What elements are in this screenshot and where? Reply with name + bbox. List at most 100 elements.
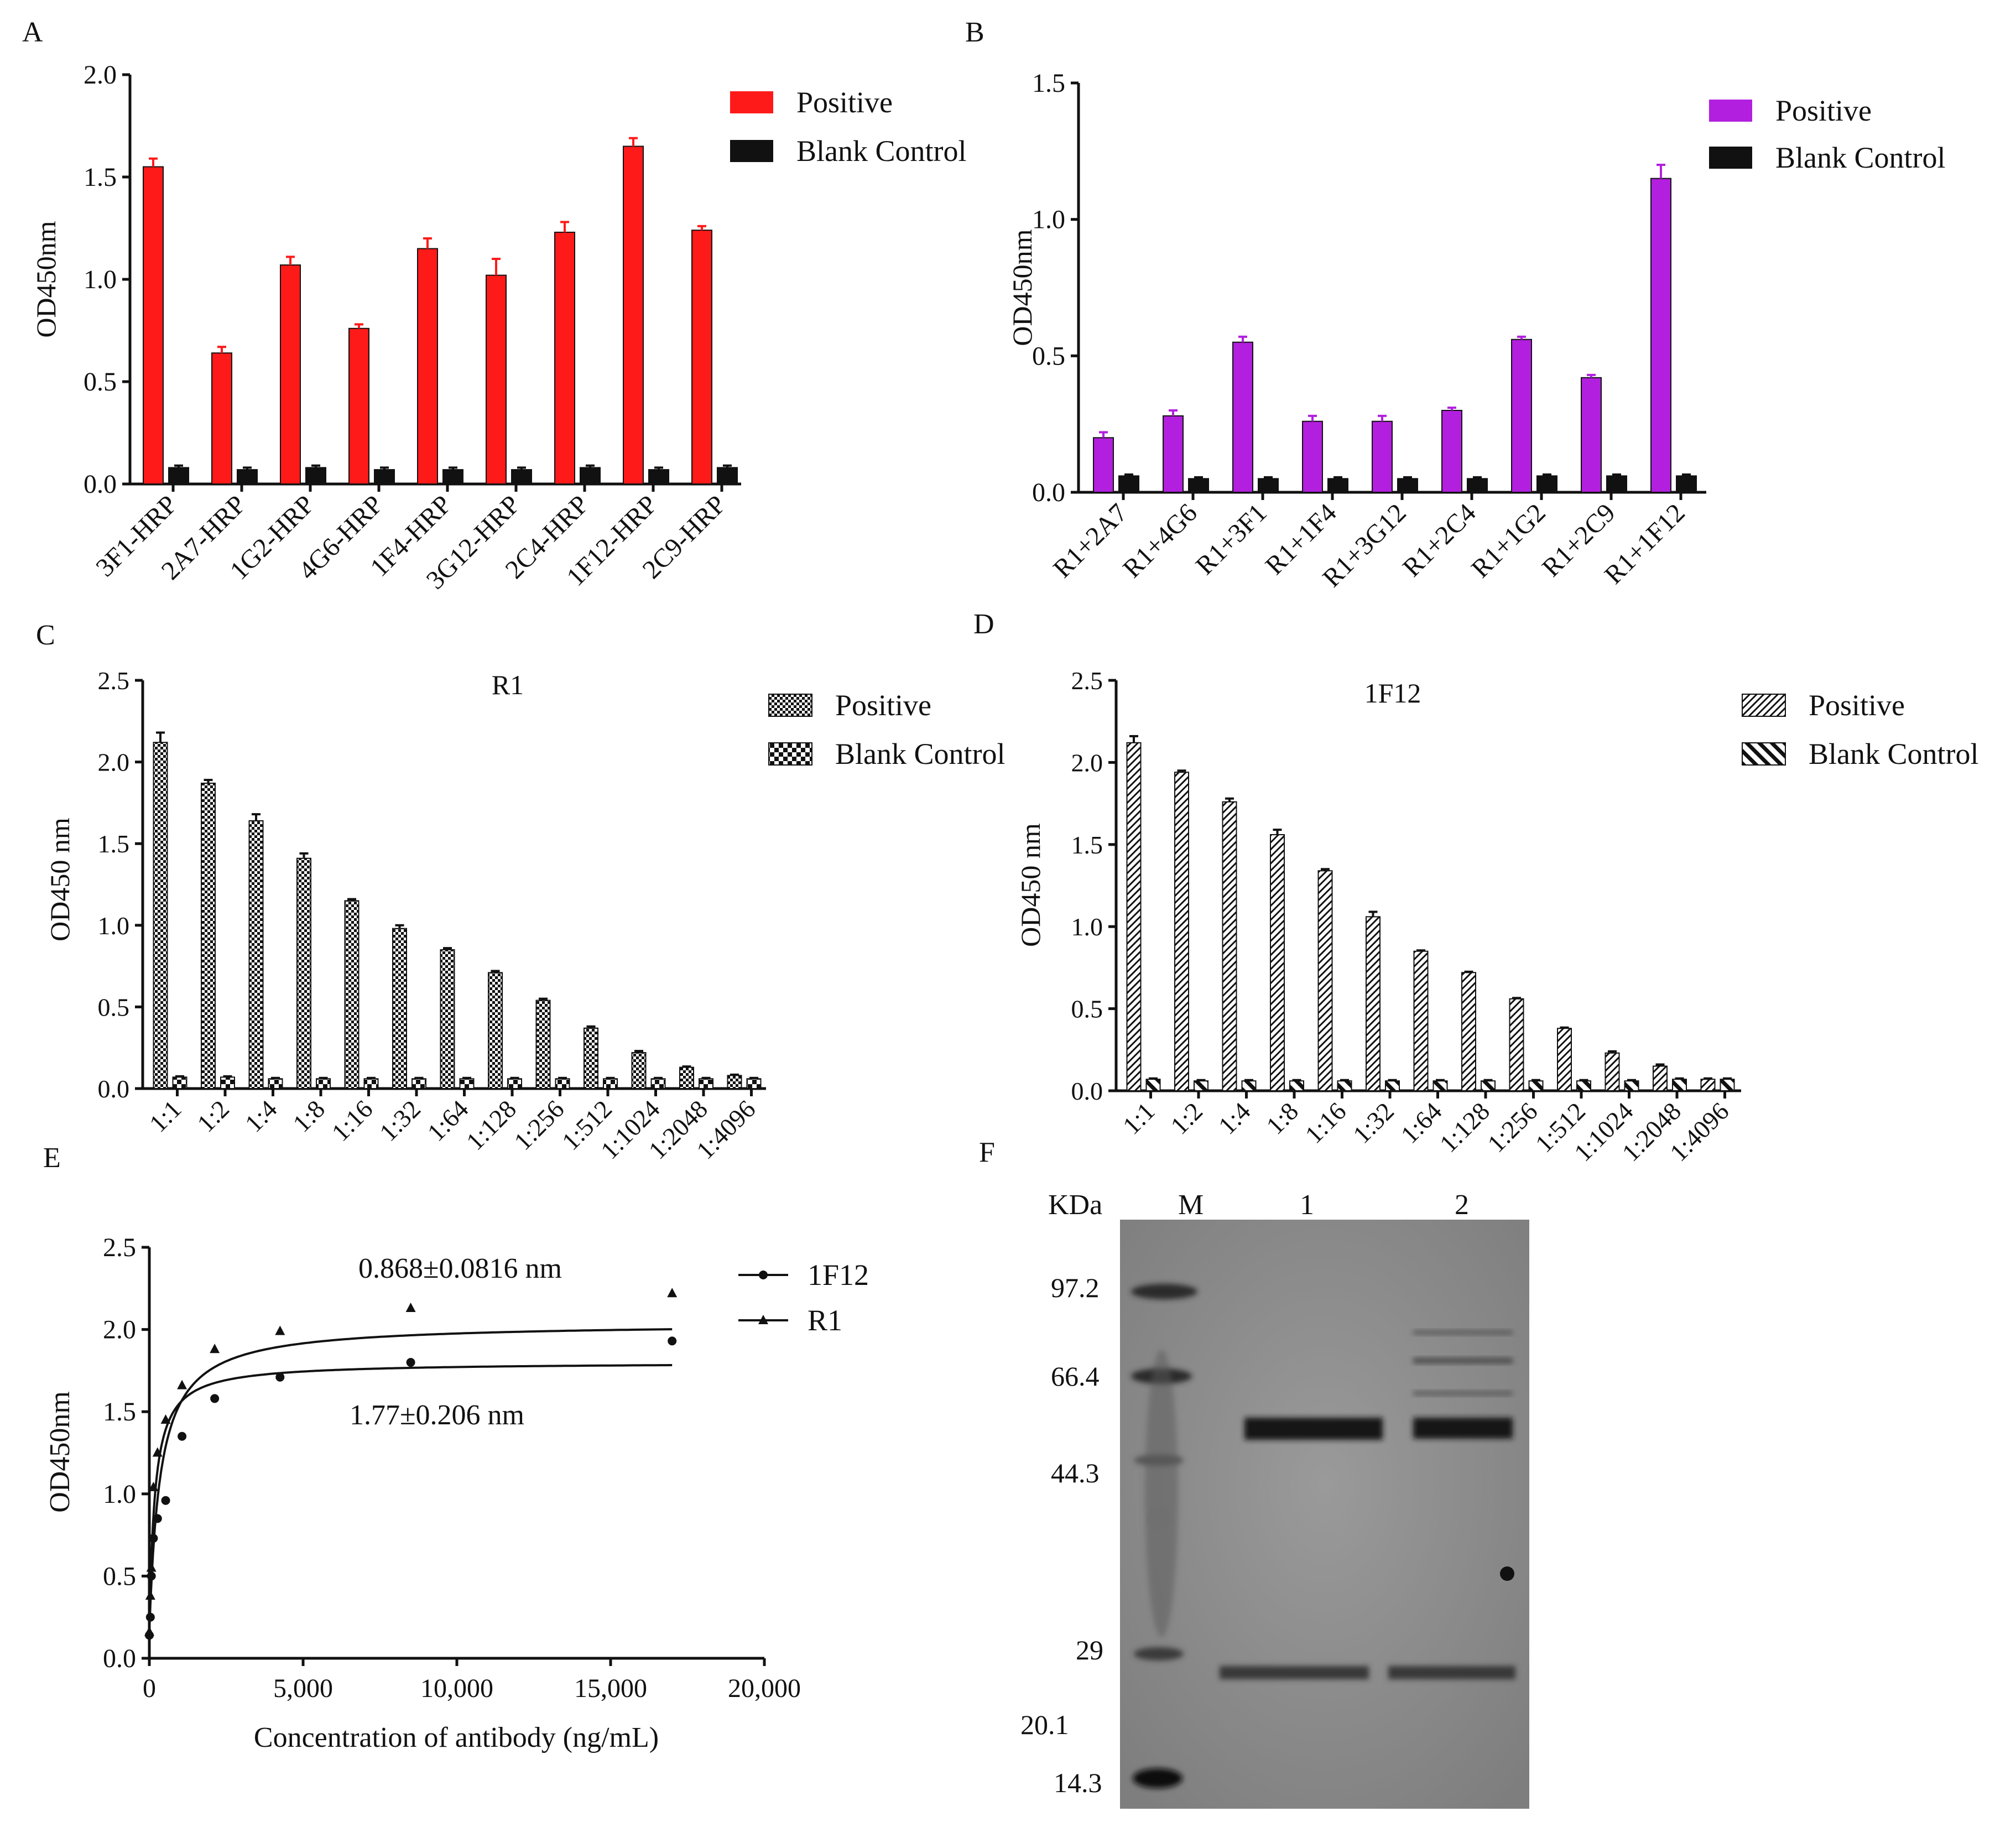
- y-tick-label: 0.0: [98, 1075, 130, 1103]
- x-tick-label: 20,000: [728, 1674, 801, 1703]
- data-point-r1: [160, 1414, 171, 1424]
- bar-positive: [1126, 742, 1142, 1092]
- legend-label: Positive: [1809, 689, 1905, 722]
- y-tick-label: 1.5: [1032, 69, 1065, 98]
- legend-swatch: [768, 694, 812, 717]
- bar-blank-control: [1397, 478, 1418, 493]
- bar-positive: [584, 1027, 598, 1089]
- fit-curve-r1: [148, 1328, 673, 1632]
- x-tick-label: 1:32: [374, 1095, 426, 1147]
- gel-marker-29: 29: [1076, 1634, 1103, 1665]
- bar-positive: [1605, 1052, 1620, 1091]
- legend-label: Positive: [835, 689, 931, 722]
- legend-swatch: [1742, 694, 1786, 717]
- gel-image: [1120, 1220, 1529, 1809]
- x-tick-label: 5,000: [273, 1674, 333, 1703]
- x-tick-label: 1:128: [1434, 1097, 1495, 1158]
- bar-blank-control: [1258, 478, 1279, 493]
- x-tick-label: 1:16: [1300, 1097, 1352, 1149]
- bar-positive: [1372, 420, 1393, 493]
- y-tick-label: 1.0: [98, 912, 130, 940]
- legend-marker: [759, 1271, 768, 1279]
- x-tick-label: 10,000: [420, 1674, 493, 1703]
- y-tick-label: 1.0: [1071, 913, 1103, 941]
- panel-label-e: E: [43, 1142, 61, 1174]
- annotation-kd-1f12: 0.868±0.0816 nm: [358, 1253, 562, 1284]
- bar-positive: [1653, 1065, 1668, 1091]
- x-axis-label: Concentration of antibody (ng/mL): [254, 1722, 659, 1753]
- bar-blank-control: [746, 1078, 762, 1089]
- bar-blank-control: [650, 1078, 666, 1089]
- data-point-r1: [275, 1325, 285, 1335]
- bar-positive: [727, 1075, 742, 1090]
- data-point-1f12: [161, 1496, 170, 1505]
- bar-blank-control: [168, 467, 189, 485]
- bar-positive: [535, 1000, 551, 1090]
- panel-label-d: D: [973, 608, 994, 640]
- ladder-band: [1131, 1284, 1197, 1299]
- y-tick-label: 0.5: [84, 367, 117, 397]
- gel-spot: [1147, 1506, 1171, 1531]
- x-tick-label: 1:8: [1260, 1097, 1304, 1140]
- y-tick-label: 0.0: [1071, 1077, 1103, 1105]
- gel-panel-f: KDa M 1 2 97.2 66.4 44.3 29 20.1 14.3: [1020, 1189, 1529, 1809]
- data-point-r1: [667, 1288, 678, 1298]
- bar-positive: [1581, 377, 1602, 493]
- data-point-1f12: [210, 1394, 220, 1403]
- y-tick-label: 0.5: [103, 1561, 136, 1591]
- y-tick-label: 1.0: [103, 1480, 136, 1509]
- x-tick-label: 1:32: [1347, 1097, 1399, 1149]
- x-tick-label: 1:256: [508, 1095, 569, 1155]
- bar-blank-control: [268, 1078, 283, 1089]
- legend-label: Blank Control: [796, 134, 967, 168]
- x-tick-label: 1:1: [144, 1095, 187, 1138]
- bar-blank-control: [1624, 1080, 1639, 1092]
- chart-title: 1F12: [1364, 678, 1421, 709]
- legend-marker: [758, 1315, 768, 1324]
- x-tick-label: R1+2A7: [1048, 498, 1133, 584]
- y-tick-label: 0.0: [1032, 478, 1065, 507]
- legend-swatch: [730, 140, 773, 162]
- bar-blank-control: [1467, 478, 1488, 493]
- y-tick-label: 0.0: [84, 470, 117, 499]
- y-tick-label: 0.0: [103, 1644, 136, 1673]
- lane2-upper-band: [1413, 1330, 1513, 1335]
- y-tick-label: 0.5: [1071, 995, 1103, 1023]
- bar-blank-control: [1536, 475, 1557, 493]
- annotation-kd-r1: 1.77±0.206 nm: [350, 1399, 524, 1431]
- chart-c: 0.0 0.5 1.0 1.5 2.0 2.5 OD450 nm R1 1:1 1:2 1:4 1:8…: [44, 667, 1006, 1164]
- legend-swatch: [1709, 147, 1752, 169]
- bar-blank-control: [648, 469, 669, 485]
- bar-blank-control: [1606, 475, 1627, 493]
- gel-spot: [1500, 1566, 1514, 1581]
- gel-marker-66-4: 66.4: [1051, 1361, 1100, 1392]
- legend-swatch: [1742, 742, 1786, 766]
- bar-positive: [1302, 420, 1323, 493]
- y-tick-label: 1.0: [1032, 205, 1065, 235]
- lane2-light-band: [1388, 1666, 1515, 1679]
- bar-positive: [1232, 341, 1253, 493]
- y-tick-label: 2.0: [1071, 748, 1103, 777]
- ladder-band: [1134, 1647, 1184, 1660]
- gel-lane-label-m: M: [1178, 1189, 1204, 1221]
- bar-blank-control: [603, 1078, 618, 1089]
- chart-a: 0.00.51.01.52.0OD450nm3F1-HRP2A7-HRP1G2-…: [30, 60, 967, 595]
- bar-positive: [1270, 834, 1285, 1091]
- x-tick-label: R1+4G6: [1117, 498, 1203, 584]
- bar-positive: [348, 327, 369, 485]
- x-tick-label: 1:16: [326, 1095, 378, 1147]
- data-point-r1: [148, 1481, 159, 1491]
- bar-blank-control: [1145, 1079, 1161, 1091]
- bar-positive: [248, 820, 264, 1089]
- bar-positive: [392, 928, 407, 1089]
- bar-blank-control: [1481, 1080, 1496, 1092]
- bar-blank-control: [1188, 478, 1209, 493]
- panel-label-f: F: [979, 1137, 995, 1168]
- y-tick-label: 2.5: [1071, 667, 1103, 695]
- legend-label: Positive: [796, 86, 893, 119]
- x-tick-label: 1:8: [287, 1095, 330, 1138]
- data-point-r1: [405, 1302, 416, 1312]
- bar-positive: [280, 264, 301, 485]
- x-tick-label: 1:4: [1213, 1097, 1256, 1140]
